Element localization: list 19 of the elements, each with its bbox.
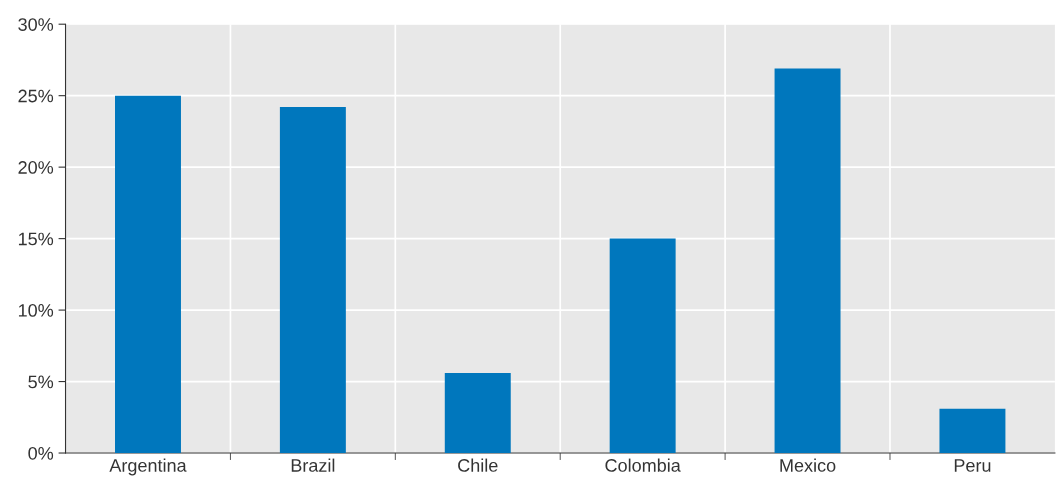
- bar: [609, 238, 676, 454]
- x-tick-label: Colombia: [605, 458, 681, 472]
- bar: [444, 372, 511, 454]
- bar: [774, 68, 841, 454]
- y-tick-label: 10%: [18, 304, 54, 317]
- y-tick-label: 20%: [18, 161, 54, 174]
- bar: [279, 107, 346, 454]
- y-tick-label: 25%: [18, 89, 54, 103]
- y-tick-label: 5%: [28, 375, 54, 389]
- x-tick-label: Peru: [954, 459, 991, 472]
- x-tick-label: Mexico: [780, 458, 836, 472]
- bar: [115, 95, 181, 454]
- y-tick-label: 30%: [18, 18, 54, 31]
- x-tick-label: Chile: [458, 458, 498, 472]
- y-tick-label: 15%: [18, 232, 54, 246]
- y-tick-label: 0%: [28, 446, 54, 460]
- bar: [939, 408, 1006, 454]
- x-tick-label: Argentina: [109, 458, 187, 476]
- x-tick-label: Brazil: [291, 458, 335, 472]
